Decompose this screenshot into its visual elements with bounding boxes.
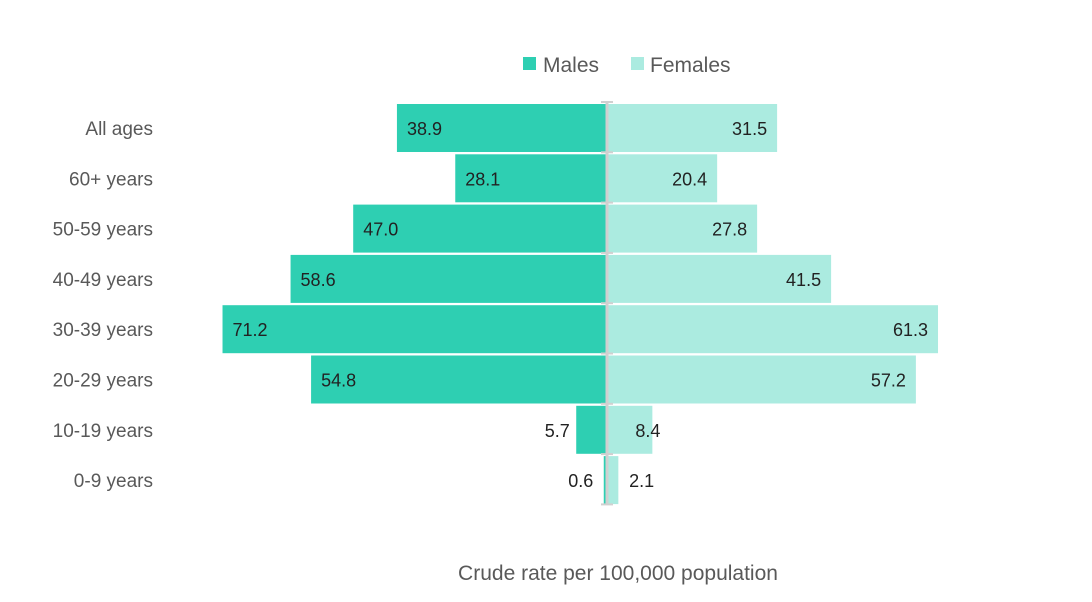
bar-males (576, 405, 607, 454)
legend-swatch-males (523, 57, 536, 70)
data-label-females: 61.3 (893, 320, 928, 340)
data-label-males: 47.0 (363, 220, 398, 240)
bar-males (353, 204, 607, 253)
category-label: 50-59 years (53, 220, 153, 241)
bar-males (311, 355, 607, 404)
data-label-females: 8.4 (635, 421, 660, 441)
bar-females (607, 204, 758, 253)
data-label-females: 31.5 (732, 119, 767, 139)
data-label-females: 20.4 (672, 169, 707, 189)
bar-females (607, 355, 916, 404)
data-label-females: 57.2 (871, 371, 906, 391)
x-axis-title: Crude rate per 100,000 population (458, 562, 778, 585)
bar-females (607, 254, 832, 303)
legend-swatch-females (631, 57, 644, 70)
data-label-males: 28.1 (465, 169, 500, 189)
bar-males (222, 305, 607, 354)
bar-females (607, 456, 619, 505)
category-label: 40-49 years (53, 270, 153, 291)
bar-males (603, 456, 607, 505)
category-label: 30-39 years (53, 320, 153, 341)
category-label: 10-19 years (53, 421, 153, 442)
data-label-females: 27.8 (712, 220, 747, 240)
data-label-males: 0.6 (568, 471, 593, 491)
bar-females (607, 104, 778, 152)
bar-females (607, 154, 718, 203)
data-label-males: 38.9 (407, 119, 442, 139)
data-label-males: 71.2 (233, 320, 268, 340)
bar-males (455, 154, 607, 203)
data-label-females: 2.1 (629, 471, 654, 491)
bar-males (290, 254, 607, 303)
legend-label-males: Males (543, 54, 599, 77)
bar-females (607, 405, 653, 454)
data-label-females: 41.5 (786, 270, 821, 290)
category-label: 20-29 years (53, 371, 153, 392)
category-label: 0-9 years (74, 471, 153, 492)
bar-males (396, 104, 607, 152)
data-label-males: 5.7 (545, 421, 570, 441)
legend-label-females: Females (650, 54, 731, 77)
data-label-males: 54.8 (321, 371, 356, 391)
data-label-males: 58.6 (301, 270, 336, 290)
bar-females (607, 305, 939, 354)
category-label: All ages (85, 119, 153, 140)
category-label: 60+ years (69, 169, 153, 190)
